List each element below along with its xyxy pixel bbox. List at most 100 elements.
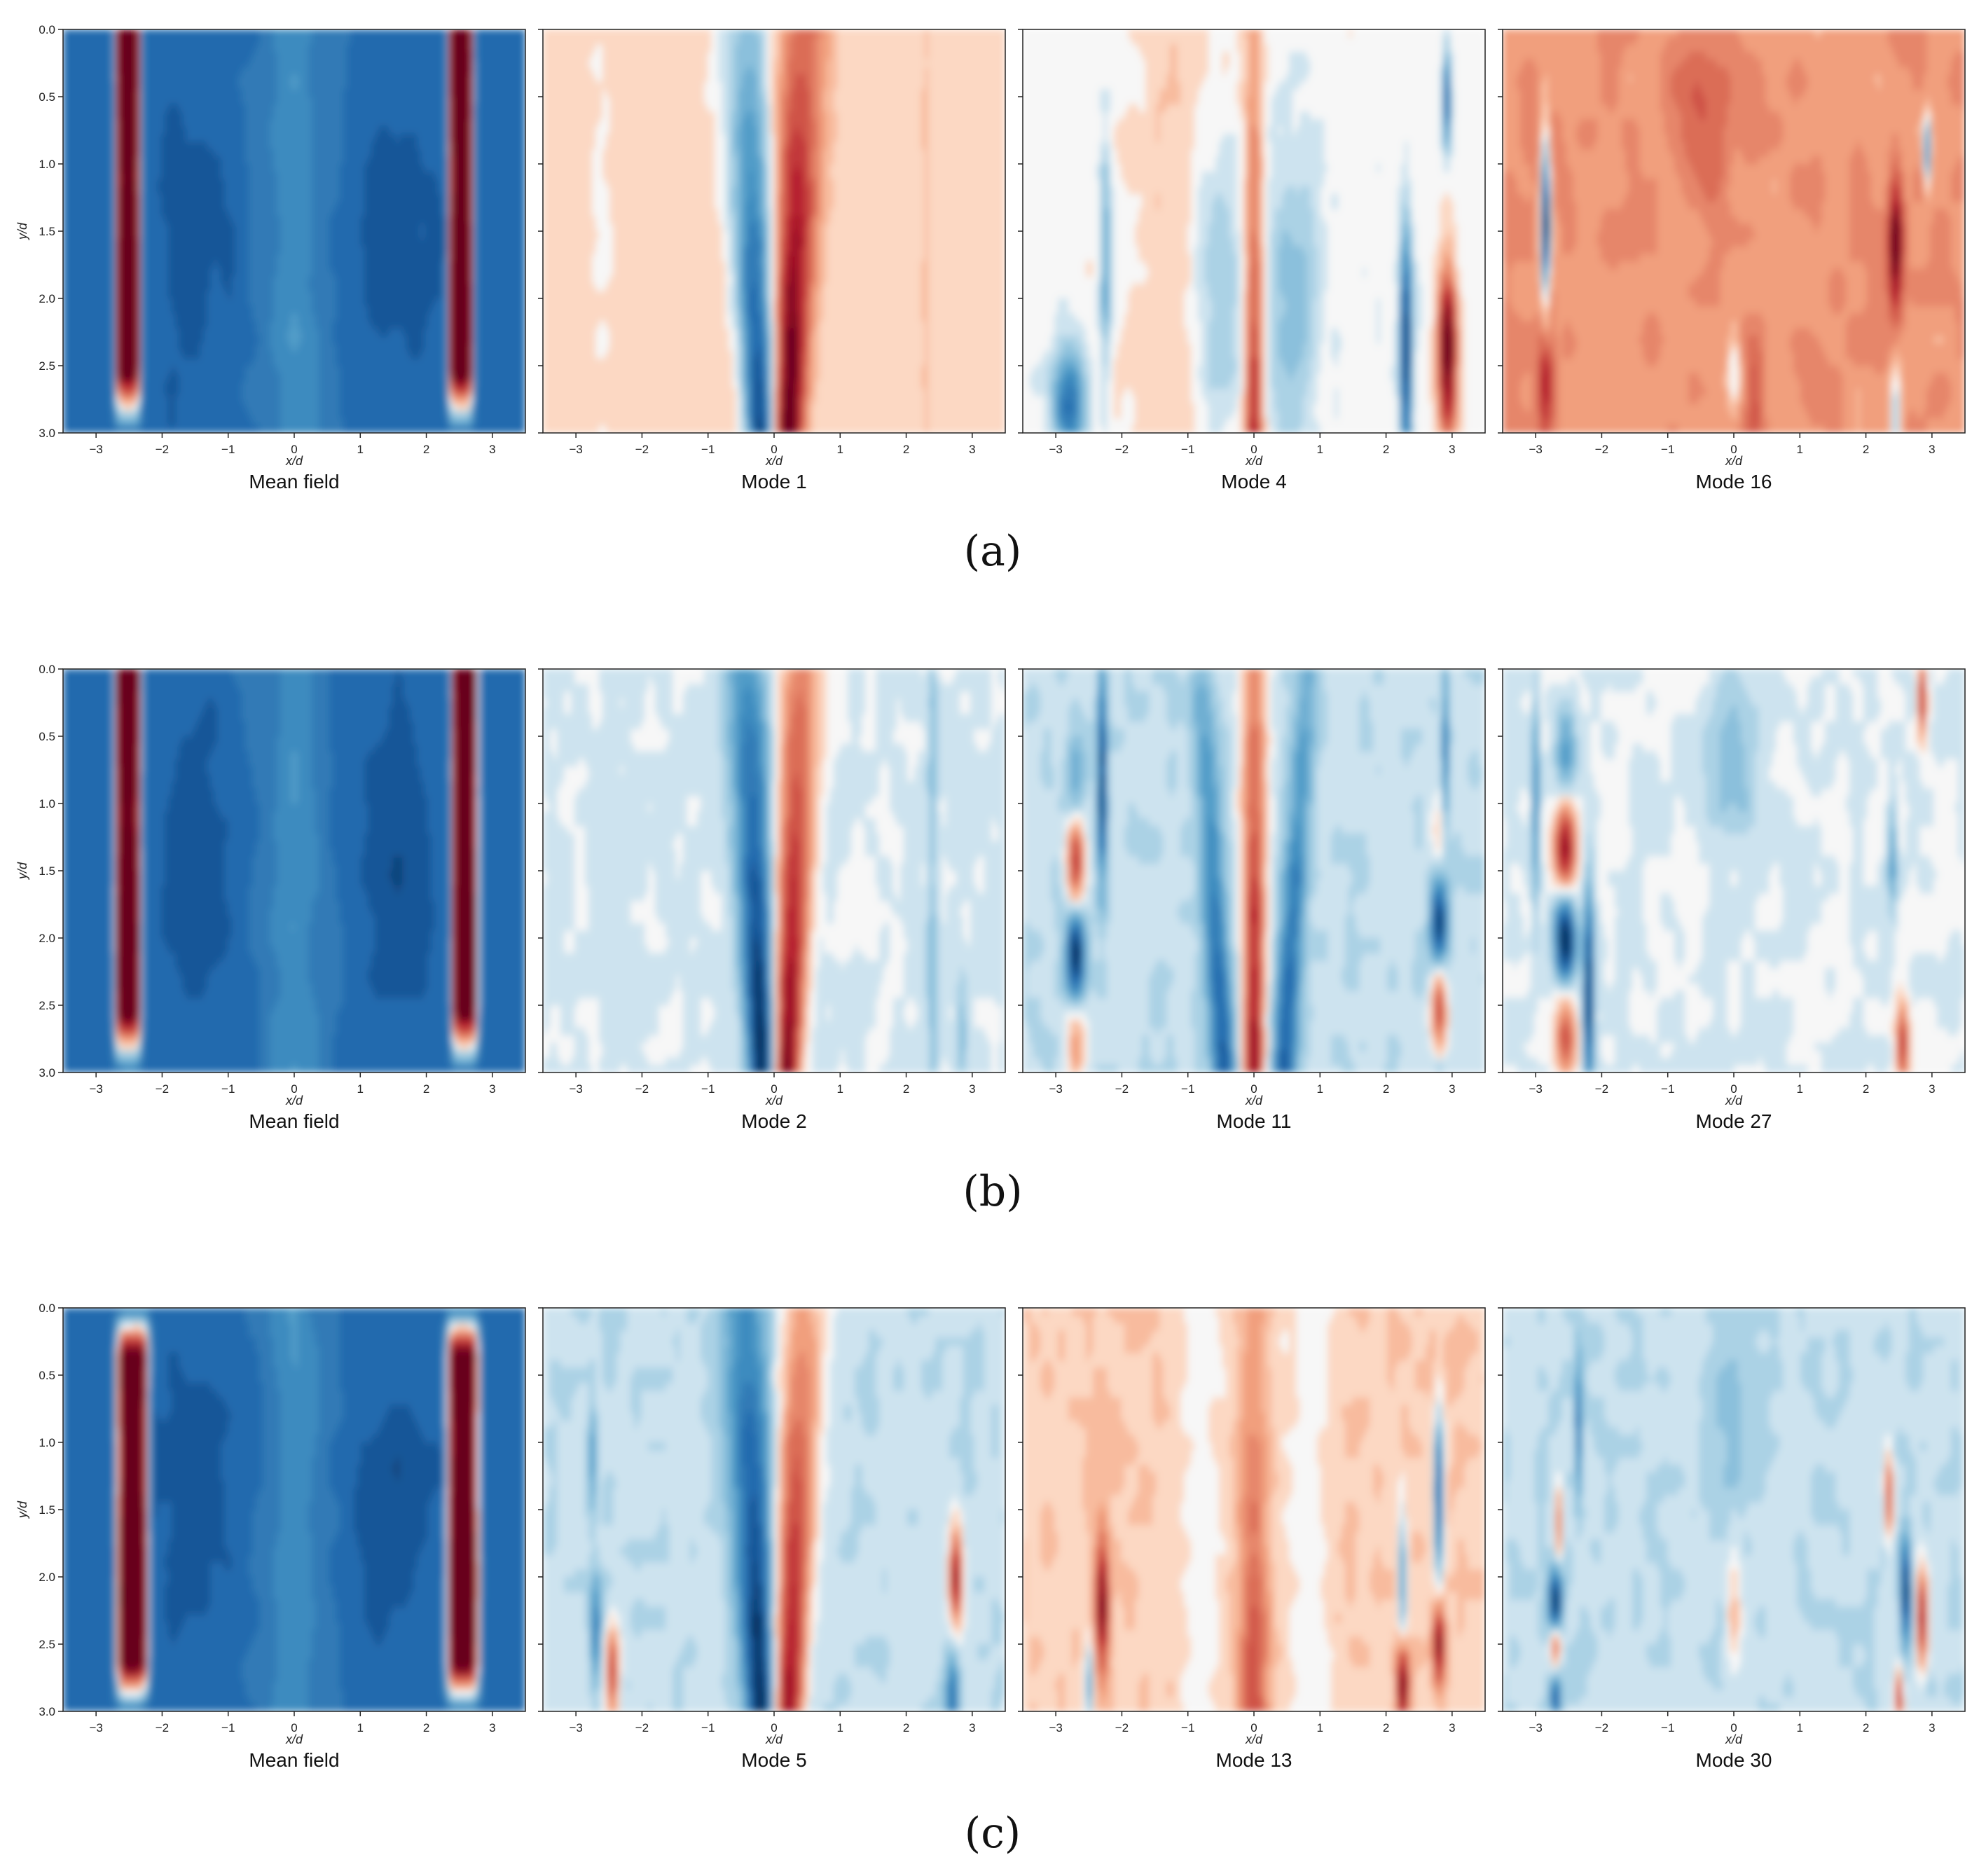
- y-tick-label: 2.0: [39, 292, 55, 305]
- panel-caption: Mode 27: [1696, 1110, 1772, 1132]
- x-tick-label: 3: [1449, 1082, 1455, 1096]
- x-tick-label: −2: [1595, 1082, 1608, 1096]
- y-axis-label: y/d: [15, 862, 29, 881]
- y-tick-label: 0.0: [39, 1302, 55, 1315]
- heatmap-panel: −3 −2 −1 0 1 2 3 x/d Mode 16: [1498, 29, 1966, 492]
- y-tick-label: 1.5: [39, 864, 55, 878]
- heatmap-field: [1023, 669, 1485, 1073]
- heatmap-panel: −3 −2 −1 0 1 2 3 x/d Mode 27: [1498, 668, 1966, 1132]
- x-tick-label: 0: [291, 443, 297, 456]
- x-axis-label: x/d: [1725, 454, 1743, 468]
- heatmap-panel: −3 −2 −1 0 1 2 3 x/d Mode 11: [1018, 668, 1486, 1132]
- x-tick-label: 1: [357, 1721, 364, 1734]
- x-tick-label: −2: [1115, 443, 1129, 456]
- y-axis-label: y/d: [15, 1501, 29, 1519]
- x-tick-label: 3: [489, 1082, 495, 1096]
- x-tick-label: 3: [969, 443, 975, 456]
- x-tick-label: 2: [1383, 1082, 1389, 1096]
- x-tick-label: 1: [357, 443, 364, 456]
- x-tick-label: 2: [1863, 1082, 1869, 1096]
- x-tick-label: 2: [903, 443, 909, 456]
- x-tick-label: −3: [89, 443, 102, 456]
- y-tick-label: 0.5: [39, 90, 55, 104]
- y-tick-label: 1.5: [39, 225, 55, 238]
- x-tick-label: 1: [1797, 1721, 1803, 1734]
- x-axis-label: x/d: [285, 454, 303, 468]
- panel-caption: Mode 1: [741, 471, 806, 492]
- x-tick-label: 3: [1929, 1721, 1935, 1734]
- x-axis-label: x/d: [285, 1732, 303, 1746]
- x-axis-label: x/d: [1245, 1094, 1263, 1108]
- y-tick-label: 0.0: [39, 23, 55, 36]
- x-tick-label: −1: [1661, 1721, 1674, 1734]
- x-tick-label: −1: [701, 1082, 715, 1096]
- heatmap-field: [543, 29, 1005, 433]
- y-tick-label: 0.5: [39, 730, 55, 743]
- x-axis-label: x/d: [765, 1094, 783, 1108]
- x-tick-label: 1: [837, 1082, 843, 1096]
- y-tick-label: 1.0: [39, 797, 55, 811]
- x-tick-label: 3: [1449, 1721, 1455, 1734]
- heatmap-field: [1023, 1308, 1485, 1711]
- y-tick-label: 2.0: [39, 1571, 55, 1584]
- x-tick-label: 2: [423, 1082, 429, 1096]
- x-tick-label: −1: [1181, 1082, 1194, 1096]
- x-tick-label: −2: [635, 1082, 649, 1096]
- subfigure-label-a: (a): [963, 527, 1022, 576]
- x-axis-label: x/d: [1725, 1732, 1743, 1746]
- x-axis-label: x/d: [285, 1094, 303, 1108]
- x-tick-label: 1: [357, 1082, 364, 1096]
- x-tick-label: −3: [1529, 1082, 1542, 1096]
- x-tick-label: −2: [156, 1721, 169, 1734]
- y-tick-label: 2.5: [39, 1638, 55, 1651]
- heatmap-panel: −3 −2 −1 0 1 2 3 x/d Mode 5: [538, 1307, 1006, 1771]
- x-tick-label: 3: [1929, 443, 1935, 456]
- x-tick-label: 3: [489, 443, 495, 456]
- x-tick-label: −1: [1181, 443, 1194, 456]
- x-tick-label: 0: [1730, 1721, 1737, 1734]
- y-tick-label: 2.5: [39, 999, 55, 1012]
- panel-caption: Mode 30: [1696, 1749, 1772, 1771]
- heatmap-panel: −3 −2 −1 0 1 2 3 x/d Mode 13: [1018, 1307, 1486, 1771]
- x-tick-label: −2: [635, 443, 649, 456]
- y-tick-label: 2.0: [39, 932, 55, 945]
- heatmap-field: [1503, 29, 1965, 433]
- x-tick-label: 3: [969, 1721, 975, 1734]
- panel-caption: Mode 11: [1217, 1110, 1292, 1132]
- x-tick-label: −3: [569, 1721, 582, 1734]
- y-tick-label: 1.0: [39, 158, 55, 171]
- x-tick-label: 2: [1863, 1721, 1869, 1734]
- y-tick-label: 3.0: [39, 1705, 55, 1718]
- x-tick-label: 3: [1449, 443, 1455, 456]
- x-tick-label: −3: [1529, 443, 1542, 456]
- x-tick-label: −3: [1049, 1082, 1062, 1096]
- x-tick-label: 0: [1730, 443, 1737, 456]
- x-tick-label: 0: [1250, 1721, 1257, 1734]
- x-tick-label: 0: [771, 1721, 777, 1734]
- x-tick-label: −2: [156, 1082, 169, 1096]
- panel-caption: Mode 4: [1221, 471, 1286, 492]
- x-tick-label: 2: [423, 443, 429, 456]
- heatmap-panel: −3 −2 −1 0 1 2 3 x/d Mode 1: [538, 29, 1006, 492]
- x-tick-label: −1: [701, 443, 715, 456]
- x-tick-label: −3: [1529, 1721, 1542, 1734]
- x-tick-label: −3: [569, 443, 582, 456]
- heatmap-panel: −3 −2 −1 0 1 2 3 0.0 0.5 1.0 1.5 2.0 2.5 3.0 x/d y/d Mea…: [15, 1302, 526, 1771]
- x-tick-label: 0: [1730, 1082, 1737, 1096]
- x-tick-label: 1: [1797, 1082, 1803, 1096]
- x-tick-label: 2: [423, 1721, 429, 1734]
- x-axis-label: x/d: [1725, 1094, 1743, 1108]
- x-tick-label: 3: [1929, 1082, 1935, 1096]
- panel-caption: Mode 2: [741, 1110, 806, 1132]
- panel-caption: Mean field: [249, 1749, 339, 1771]
- x-tick-label: −2: [156, 443, 169, 456]
- x-tick-label: −3: [1049, 443, 1062, 456]
- heatmap-panel: −3 −2 −1 0 1 2 3 x/d Mode 2: [538, 668, 1006, 1132]
- x-tick-label: 0: [1250, 1082, 1257, 1096]
- x-tick-label: −3: [89, 1721, 102, 1734]
- heatmap-field: [1023, 29, 1485, 433]
- x-tick-label: 0: [291, 1082, 297, 1096]
- y-tick-label: 1.0: [39, 1436, 55, 1449]
- panel-caption: Mode 5: [741, 1749, 806, 1771]
